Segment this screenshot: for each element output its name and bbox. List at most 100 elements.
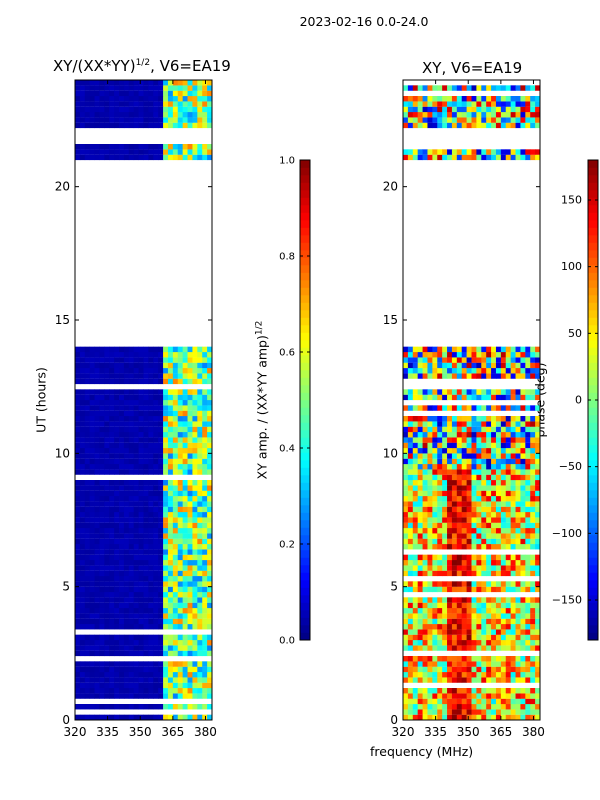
heatmap-cell bbox=[403, 538, 409, 545]
colorbar-segment bbox=[300, 310, 310, 318]
heatmap-cell bbox=[447, 512, 453, 518]
heatmap-cell bbox=[447, 474, 453, 481]
heatmap-cell bbox=[500, 512, 507, 518]
heatmap-cell bbox=[84, 554, 91, 561]
heatmap-cell bbox=[123, 405, 130, 411]
heatmap-cell bbox=[167, 640, 174, 646]
heatmap-cell bbox=[79, 149, 86, 155]
heatmap-cell bbox=[158, 544, 164, 550]
heatmap-cell bbox=[525, 112, 531, 118]
heatmap-cell bbox=[177, 528, 184, 534]
heatmap-cell bbox=[114, 661, 120, 667]
heatmap-cell bbox=[167, 80, 174, 86]
heatmap-cell bbox=[530, 640, 536, 646]
heatmap-cell bbox=[167, 592, 174, 598]
heatmap-cell bbox=[456, 688, 463, 694]
heatmap-cell bbox=[177, 560, 184, 566]
heatmap-cell bbox=[510, 709, 516, 715]
heatmap-cell bbox=[138, 421, 144, 427]
plot-frame bbox=[402, 79, 541, 721]
colorbar-segment bbox=[588, 325, 598, 333]
heatmap-cell bbox=[412, 629, 419, 635]
heatmap-cell bbox=[172, 506, 179, 513]
heatmap-cell bbox=[94, 90, 100, 97]
heatmap-cell bbox=[138, 154, 144, 161]
heatmap-cell bbox=[104, 394, 110, 401]
heatmap-cell bbox=[525, 613, 531, 619]
heatmap-cell bbox=[432, 458, 438, 465]
heatmap-cell bbox=[495, 512, 502, 518]
colorbar-tick-label: 0.0 bbox=[279, 636, 295, 647]
heatmap-cell bbox=[75, 618, 81, 625]
heatmap-cell bbox=[167, 506, 174, 513]
heatmap-cell bbox=[114, 549, 120, 555]
colorbar-segment bbox=[588, 580, 598, 588]
heatmap-cell bbox=[403, 394, 409, 401]
heatmap-cell bbox=[515, 714, 521, 721]
heatmap-cell bbox=[500, 522, 507, 529]
heatmap-cell bbox=[476, 421, 482, 427]
heatmap-cell bbox=[148, 80, 154, 86]
heatmap-cell bbox=[456, 117, 463, 123]
heatmap-cell bbox=[437, 426, 443, 433]
heatmap-cell bbox=[197, 592, 203, 598]
heatmap-cell bbox=[530, 688, 536, 694]
colorbar-segment bbox=[588, 407, 598, 416]
heatmap-cell bbox=[94, 432, 100, 438]
heatmap-cell bbox=[461, 448, 467, 454]
heatmap-cell bbox=[407, 586, 414, 593]
heatmap-cell bbox=[466, 357, 472, 363]
heatmap-cell bbox=[535, 618, 541, 625]
heatmap-cell bbox=[530, 352, 536, 358]
heatmap-cell bbox=[500, 618, 507, 625]
heatmap-cell bbox=[143, 666, 149, 673]
heatmap-cell bbox=[407, 416, 414, 422]
heatmap-cell bbox=[202, 378, 208, 385]
heatmap-cell bbox=[187, 704, 193, 710]
heatmap-cell bbox=[412, 645, 419, 651]
heatmap-cell bbox=[114, 426, 120, 433]
heatmap-cell bbox=[422, 96, 428, 102]
heatmap-cell bbox=[177, 378, 184, 385]
heatmap-cell bbox=[148, 602, 154, 609]
heatmap-cell bbox=[197, 480, 203, 486]
heatmap-cell bbox=[197, 149, 203, 155]
heatmap-cell bbox=[530, 570, 536, 577]
heatmap-cell bbox=[495, 368, 502, 374]
heatmap-cell bbox=[75, 458, 81, 465]
heatmap-cell bbox=[158, 688, 164, 694]
heatmap-cell bbox=[109, 682, 115, 689]
heatmap-cell bbox=[495, 544, 502, 550]
heatmap-cell bbox=[192, 693, 198, 699]
heatmap-cell bbox=[202, 117, 208, 123]
heatmap-cell bbox=[153, 394, 159, 401]
heatmap-cell bbox=[158, 522, 164, 529]
heatmap-cell bbox=[486, 672, 492, 678]
colorbar-segment bbox=[588, 370, 598, 378]
heatmap-cell bbox=[403, 709, 409, 715]
heatmap-cell bbox=[133, 544, 139, 550]
heatmap-cell bbox=[451, 106, 458, 113]
heatmap-cell bbox=[407, 528, 414, 534]
heatmap-cell bbox=[167, 394, 174, 401]
heatmap-cell bbox=[172, 688, 179, 694]
heatmap-cell bbox=[158, 357, 164, 363]
colorbar-segment bbox=[300, 445, 310, 453]
heatmap-cell bbox=[481, 490, 487, 497]
heatmap-cell bbox=[163, 512, 169, 518]
heatmap-cell bbox=[515, 528, 521, 534]
heatmap-cell bbox=[491, 624, 497, 630]
heatmap-cell bbox=[158, 426, 164, 433]
heatmap-cell bbox=[403, 570, 409, 577]
heatmap-cell bbox=[481, 432, 487, 438]
heatmap-cell bbox=[143, 682, 149, 689]
heatmap-cell bbox=[148, 90, 154, 97]
colorbar-segment bbox=[300, 557, 310, 566]
heatmap-cell bbox=[153, 421, 159, 427]
heatmap-cell bbox=[197, 85, 203, 91]
heatmap-cell bbox=[197, 490, 203, 497]
heatmap-cell bbox=[163, 570, 169, 577]
heatmap-cell bbox=[148, 362, 154, 369]
heatmap-cell bbox=[461, 362, 467, 369]
heatmap-cell bbox=[79, 101, 86, 107]
